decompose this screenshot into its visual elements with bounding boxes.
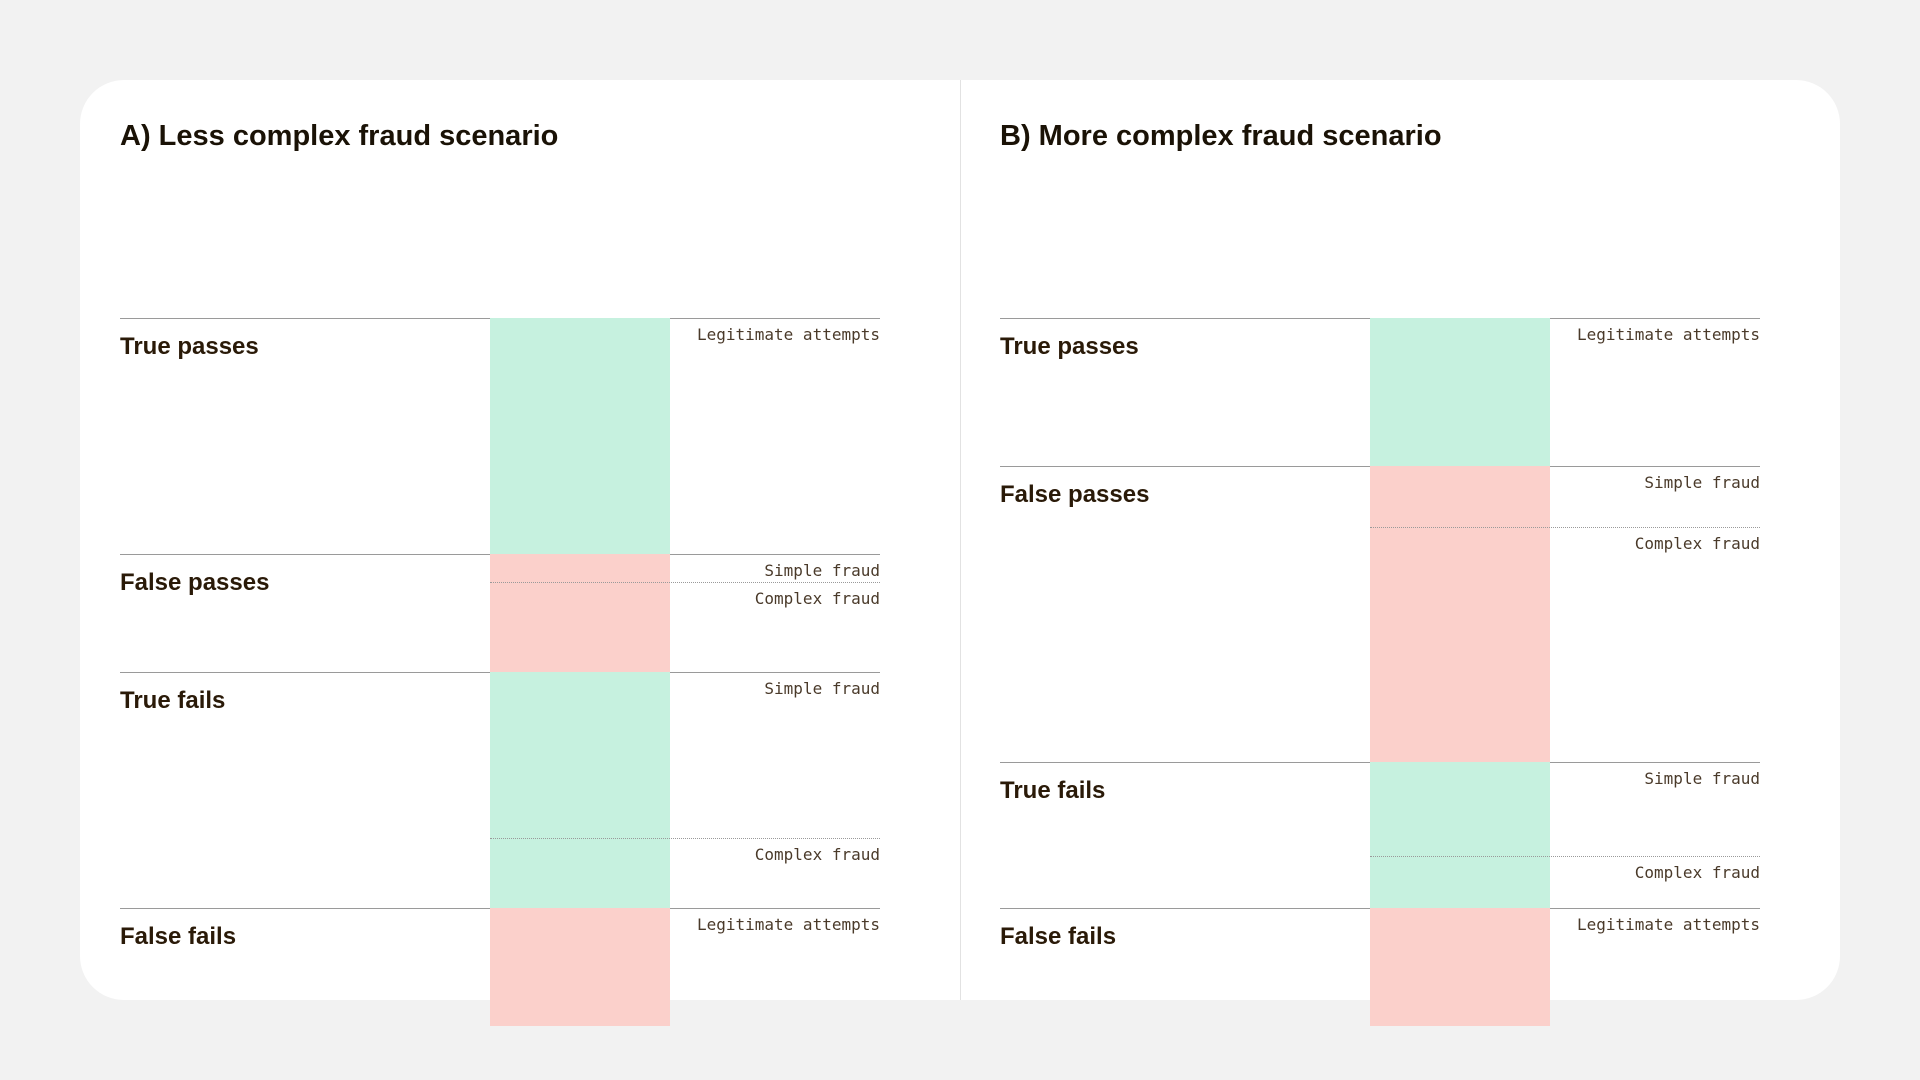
part-divider <box>1370 527 1760 528</box>
part-divider <box>1370 856 1760 857</box>
segment-label-false-fails: False fails <box>1000 923 1117 950</box>
outcome-diagram: True passes Legitimate attempts False pa… <box>1000 238 1760 1026</box>
part-label: Legitimate attempts <box>696 915 880 934</box>
segment-label-false-passes: False passes <box>120 569 270 596</box>
panel-a: A) Less complex fraud scenario True pass… <box>80 80 960 1026</box>
part-label: Legitimate attempts <box>1576 325 1760 344</box>
outcome-diagram: True passes Legitimate attempts False pa… <box>120 238 880 1026</box>
panel-title: B) More complex fraud scenario <box>1000 120 1442 152</box>
part-label: Complex fraud <box>1634 534 1760 553</box>
part-label: Simple fraud <box>764 679 880 698</box>
part-label: Complex fraud <box>1634 863 1760 882</box>
part-label: Complex fraud <box>754 845 880 864</box>
part-label: Simple fraud <box>1644 769 1760 788</box>
part-label: Complex fraud <box>754 589 880 608</box>
false-passes-block <box>1370 466 1550 762</box>
segment-label-true-passes: True passes <box>120 333 259 360</box>
true-passes-block <box>1370 318 1550 466</box>
true-fails-block <box>490 672 670 908</box>
false-fails-block <box>490 908 670 1026</box>
panel-divider <box>960 80 961 1000</box>
part-label: Legitimate attempts <box>1576 915 1760 934</box>
segment-label-false-fails: False fails <box>120 923 237 950</box>
segment-label-true-passes: True passes <box>1000 333 1139 360</box>
part-label: Simple fraud <box>1644 473 1760 492</box>
segment-label-true-fails: True fails <box>1000 777 1106 804</box>
part-divider <box>490 582 880 583</box>
false-passes-block <box>490 554 670 672</box>
false-fails-block <box>1370 908 1550 1026</box>
part-divider <box>490 838 880 839</box>
segment-label-true-fails: True fails <box>120 687 226 714</box>
part-label: Legitimate attempts <box>696 325 880 344</box>
true-passes-block <box>490 318 670 554</box>
true-fails-block <box>1370 762 1550 908</box>
segment-label-false-passes: False passes <box>1000 481 1150 508</box>
part-label: Simple fraud <box>764 561 880 580</box>
panel-title: A) Less complex fraud scenario <box>120 120 559 152</box>
comparison-card: A) Less complex fraud scenario True pass… <box>80 80 1840 1026</box>
panel-b: B) More complex fraud scenario True pass… <box>960 80 1840 1026</box>
